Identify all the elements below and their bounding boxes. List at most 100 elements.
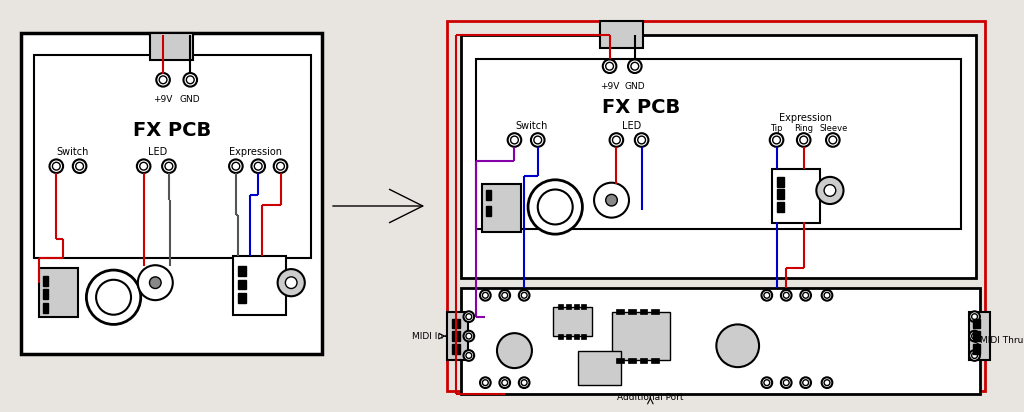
Circle shape (969, 311, 980, 322)
Circle shape (800, 136, 808, 144)
Circle shape (781, 377, 792, 388)
Circle shape (783, 293, 790, 298)
Circle shape (138, 265, 173, 300)
Circle shape (86, 270, 140, 324)
Circle shape (466, 314, 472, 320)
Circle shape (500, 377, 510, 388)
Circle shape (609, 133, 624, 147)
Circle shape (229, 159, 243, 173)
Circle shape (273, 159, 288, 173)
Circle shape (521, 293, 527, 298)
Circle shape (159, 76, 167, 84)
Bar (776, 190, 784, 199)
Circle shape (52, 162, 60, 170)
Circle shape (511, 136, 518, 144)
Circle shape (801, 377, 811, 388)
Bar (39, 268, 78, 317)
Text: LED: LED (147, 147, 167, 157)
Circle shape (638, 136, 645, 144)
Circle shape (762, 377, 772, 388)
Bar (600, 21, 643, 48)
Circle shape (972, 314, 978, 320)
Bar (573, 334, 579, 339)
Circle shape (606, 194, 617, 206)
Text: Expression: Expression (779, 113, 833, 123)
Circle shape (508, 133, 521, 147)
Text: Switch: Switch (56, 147, 89, 157)
Bar (973, 331, 980, 341)
Bar (461, 35, 976, 278)
Text: LED: LED (623, 121, 641, 131)
Circle shape (803, 380, 809, 386)
Circle shape (464, 350, 474, 361)
Bar (651, 358, 659, 363)
Bar (43, 303, 47, 313)
Circle shape (232, 162, 240, 170)
Bar (776, 177, 784, 187)
Circle shape (480, 290, 490, 301)
Text: GND: GND (625, 82, 645, 91)
Text: +9V: +9V (600, 82, 620, 91)
Circle shape (534, 136, 542, 144)
Circle shape (764, 293, 770, 298)
Bar (582, 334, 587, 339)
Circle shape (635, 133, 648, 147)
Circle shape (186, 76, 195, 84)
Bar (43, 276, 47, 286)
Circle shape (49, 159, 63, 173)
Bar (611, 312, 670, 360)
Bar (558, 334, 563, 339)
Bar (482, 184, 521, 232)
Text: GND: GND (180, 95, 201, 104)
Circle shape (466, 333, 472, 339)
Bar (486, 206, 492, 216)
Bar (453, 318, 460, 328)
Circle shape (286, 277, 297, 288)
Circle shape (606, 62, 613, 70)
Bar (578, 351, 622, 385)
Text: FX PCB: FX PCB (601, 98, 680, 117)
Circle shape (821, 377, 833, 388)
Circle shape (628, 59, 642, 73)
Bar (973, 344, 980, 353)
Circle shape (521, 380, 527, 386)
Circle shape (482, 380, 488, 386)
Circle shape (770, 133, 783, 147)
Bar (640, 358, 647, 363)
Bar (628, 358, 636, 363)
Bar (43, 290, 47, 299)
Bar (238, 280, 246, 290)
Text: Tip: Tip (770, 124, 782, 133)
Circle shape (150, 277, 161, 288)
Circle shape (464, 311, 474, 322)
Bar (628, 309, 636, 314)
Circle shape (183, 73, 197, 87)
Bar (453, 344, 460, 353)
Circle shape (762, 290, 772, 301)
Circle shape (76, 162, 84, 170)
Bar (475, 59, 961, 229)
Bar (453, 331, 460, 341)
Text: Sleeve: Sleeve (819, 124, 848, 133)
Circle shape (797, 133, 811, 147)
Bar (238, 293, 246, 303)
Circle shape (73, 159, 86, 173)
Bar (566, 334, 570, 339)
Circle shape (140, 162, 147, 170)
Circle shape (764, 380, 770, 386)
Bar (616, 358, 625, 363)
Bar (566, 304, 570, 309)
Circle shape (531, 133, 545, 147)
Circle shape (538, 190, 572, 225)
Text: MIDI Thru: MIDI Thru (980, 337, 1024, 345)
Circle shape (631, 62, 639, 70)
Circle shape (612, 136, 621, 144)
Circle shape (464, 331, 474, 342)
Bar (238, 266, 246, 276)
Circle shape (157, 73, 170, 87)
Bar (446, 21, 985, 391)
Bar (233, 257, 287, 315)
Circle shape (276, 162, 285, 170)
Bar (558, 304, 563, 309)
Bar (776, 202, 784, 212)
